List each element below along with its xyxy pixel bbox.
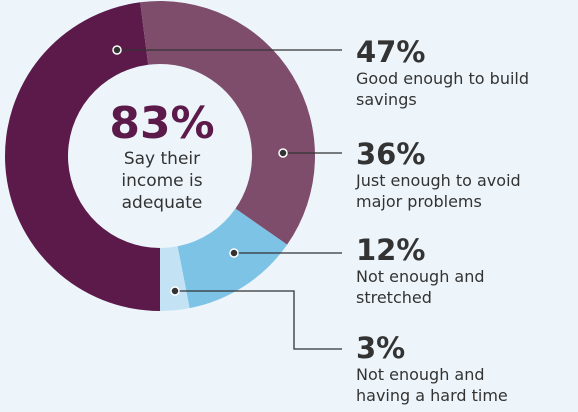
slice-desc-line: Not enough and (356, 365, 485, 384)
slice-value: 47% (356, 35, 426, 69)
leader-line-hard-time (175, 290, 342, 350)
leader-dot-just-enough (278, 148, 288, 158)
slice-desc-line: major problems (356, 192, 482, 211)
slice-label-just-enough: 36% Just enough to avoid major problems (356, 138, 578, 212)
center-summary: 83% Say their income is adequate (62, 100, 262, 214)
slice-desc-line: stretched (356, 288, 432, 307)
slice-desc-line: savings (356, 90, 417, 109)
leader-dot-good-enough (112, 45, 122, 55)
slice-label-hard-time: 3% Not enough and having a hard time (356, 332, 578, 406)
slice-label-stretched: 12% Not enough and stretched (356, 234, 578, 308)
donut-slices (4, 0, 316, 311)
leader-dot-stretched (229, 248, 239, 258)
donut-slice-just-enough (140, 0, 316, 245)
center-text-line: Say their (123, 149, 201, 169)
center-text-line: income is (121, 171, 203, 191)
slice-desc-line: having a hard time (356, 386, 508, 405)
donut-slice-hard-time (160, 246, 190, 311)
slice-label-good-enough: 47% Good enough to build savings (356, 36, 578, 110)
slice-value: 36% (356, 137, 426, 171)
center-text-line: adequate (121, 193, 203, 213)
leader-dot-hard-time (170, 286, 180, 296)
leader-lines (112, 45, 342, 350)
slice-value: 12% (356, 233, 426, 267)
slice-desc-line: Good enough to build (356, 69, 530, 88)
slice-value: 3% (356, 331, 406, 365)
donut-slice-good-enough (4, 2, 160, 311)
slice-desc-line: Just enough to avoid (356, 171, 521, 190)
donut-slice-stretched (177, 208, 288, 309)
slice-desc-line: Not enough and (356, 267, 485, 286)
center-value: 83% (109, 98, 215, 149)
